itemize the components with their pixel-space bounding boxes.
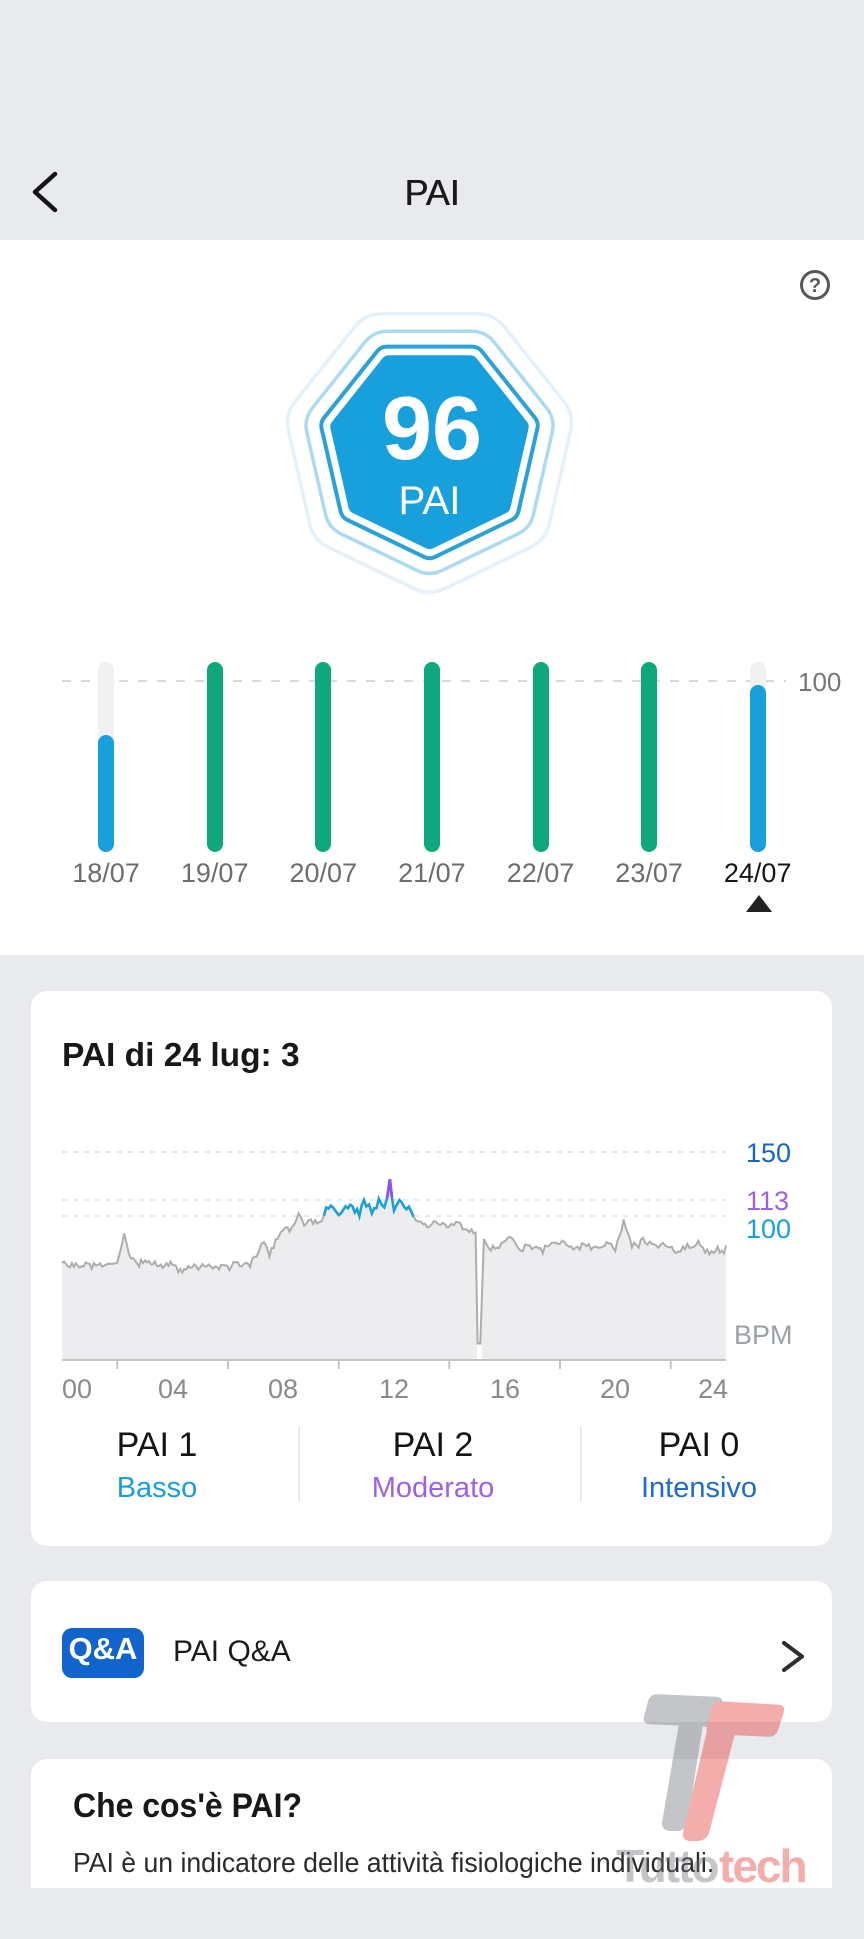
svg-text:96: 96 (382, 379, 482, 479)
svg-text:?: ? (809, 275, 821, 297)
svg-text:tech: tech (719, 1840, 806, 1892)
svg-text:Tutto: Tutto (616, 1840, 718, 1892)
svg-text:PAI: PAI (399, 479, 461, 523)
